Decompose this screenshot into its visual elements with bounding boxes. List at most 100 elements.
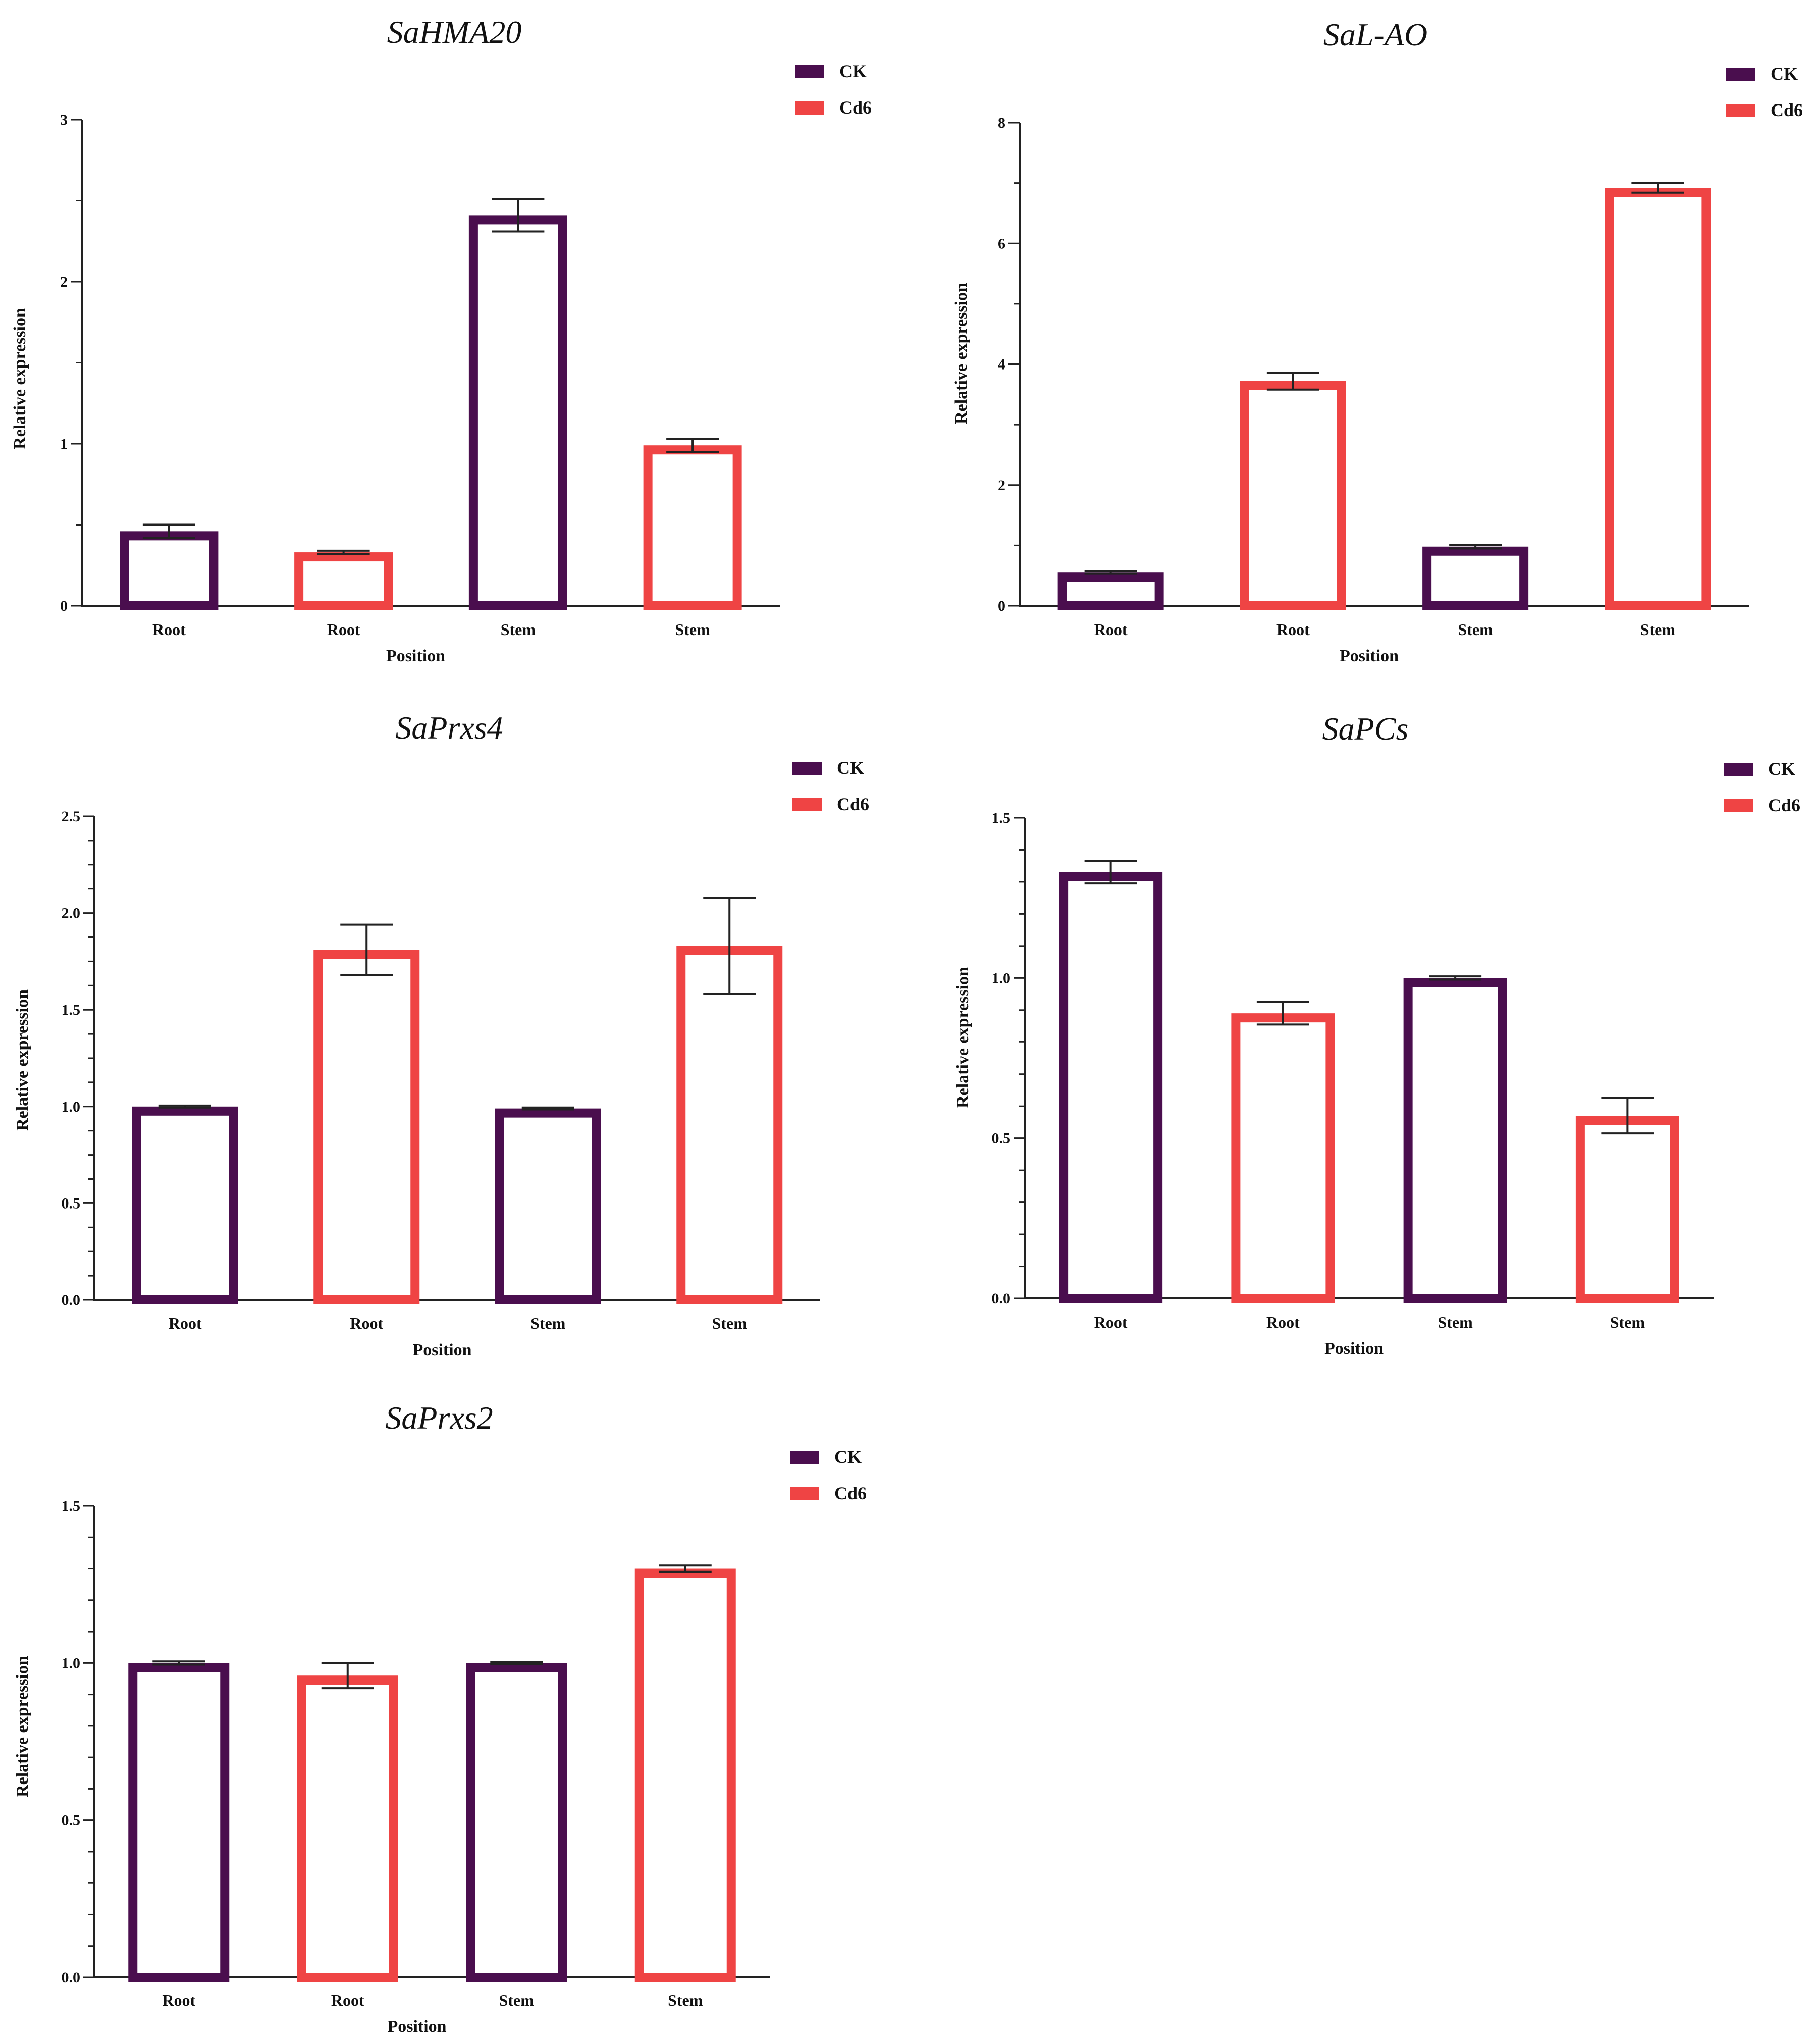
error-bar	[321, 1662, 374, 1690]
legend-swatch-cd6	[790, 1487, 819, 1500]
chart-panel-5: SaPrxs2 0.0 0.5 1.0 1.5 Relative expression Ro…	[13, 1400, 867, 2036]
y-tick-label: 1	[60, 436, 68, 452]
legend-label-cd6: Cd6	[834, 1483, 867, 1503]
y-tick-label: 1.0	[62, 1655, 81, 1671]
bar-ck-root	[132, 1106, 238, 1305]
y-tick-label: 1.0	[62, 1098, 81, 1115]
y-tick-label: 2	[998, 477, 1005, 494]
y-axis-title: Relative expression	[952, 283, 971, 424]
legend-swatch-ck	[792, 762, 822, 775]
chart-title: SaPCs	[1322, 711, 1409, 747]
y-tick-label: 8	[998, 115, 1005, 131]
x-category-label: Stem	[1458, 620, 1493, 639]
legend: CK Cd6	[1726, 64, 1803, 120]
y-tick-label: 0.5	[62, 1812, 81, 1829]
chart-panel-3: SaPrxs4 0.0 0.5 1.0 1.5 2.0 2.5 Relative expres…	[13, 710, 869, 1359]
y-axis-title: Relative expression	[953, 967, 972, 1108]
error-bar	[317, 549, 370, 555]
error-bar	[666, 438, 719, 453]
bar-ck-stem	[468, 215, 567, 610]
legend-swatch-ck	[795, 65, 824, 78]
legend-label-cd6: Cd6	[839, 97, 872, 118]
bar-ck-root	[1059, 872, 1163, 1303]
error-bar	[521, 1106, 574, 1111]
x-category-label: Stem	[675, 620, 710, 639]
x-category-label: Root	[350, 1314, 383, 1332]
x-axis-title: Position	[386, 647, 445, 665]
x-axis-title: Position	[1340, 647, 1399, 665]
error-bar	[659, 1564, 712, 1573]
legend-label-cd6: Cd6	[1768, 795, 1800, 815]
error-bar	[492, 198, 545, 233]
y-tick-label: 0	[60, 598, 68, 614]
bar-ck-root	[128, 1663, 230, 1982]
error-bar	[1429, 975, 1482, 981]
y-axis-title: Relative expression	[13, 1656, 32, 1797]
error-bar	[340, 923, 393, 976]
x-category-label: Root	[169, 1314, 202, 1332]
legend: CK Cd6	[792, 758, 869, 814]
x-category-label: Root	[331, 1991, 364, 2009]
legend-swatch-cd6	[1724, 799, 1753, 812]
legend-swatch-ck	[1724, 763, 1753, 776]
error-bar	[1256, 1001, 1309, 1026]
bar-cd6-stem	[1605, 188, 1711, 610]
error-bar	[490, 1661, 543, 1665]
legend-label-ck: CK	[1771, 64, 1798, 84]
error-bar	[703, 896, 756, 995]
legend-label-ck: CK	[837, 758, 864, 778]
bar-ck-stem	[1403, 978, 1507, 1303]
legend-swatch-ck	[1726, 68, 1755, 81]
y-tick-label: 0.5	[62, 1195, 81, 1212]
y-tick-label: 0.0	[62, 1969, 81, 1986]
chart-title: SaL-AO	[1323, 17, 1427, 53]
x-category-label: Root	[327, 620, 360, 639]
error-bar	[1631, 182, 1684, 194]
x-category-label: Stem	[1610, 1313, 1645, 1331]
bar-ck-root	[1057, 572, 1164, 611]
y-tick-label: 0.0	[62, 1292, 81, 1308]
error-bar	[1084, 860, 1137, 885]
x-category-label: Root	[152, 620, 186, 639]
y-tick-label: 6	[998, 235, 1005, 252]
error-bar	[1266, 372, 1319, 391]
y-tick-label: 1.5	[992, 810, 1011, 826]
bar-cd6-stem	[1575, 1116, 1679, 1303]
bar-cd6-root	[1240, 381, 1346, 610]
legend: CK Cd6	[790, 1447, 867, 1503]
bar-ck-stem	[1422, 546, 1529, 610]
bar-cd6-stem	[634, 1568, 736, 1982]
x-axis-title: Position	[412, 1341, 471, 1359]
bar-cd6-root	[294, 552, 393, 610]
x-category-label: Stem	[501, 620, 536, 639]
x-category-label: Root	[162, 1991, 195, 2009]
x-category-label: Stem	[668, 1991, 703, 2009]
y-tick-label: 3	[60, 112, 68, 128]
x-category-label: Stem	[499, 1991, 535, 2009]
bar-cd6-root	[1231, 1013, 1335, 1303]
bar-ck-stem	[466, 1663, 567, 1982]
y-axis-title: Relative expression	[11, 308, 29, 449]
x-category-label: Stem	[1438, 1313, 1473, 1331]
bar-ck-root	[120, 531, 219, 610]
legend-label-ck: CK	[839, 61, 867, 81]
chart-panel-4: SaPCs 0.0 0.5 1.0 1.5 Relative expression Root…	[953, 711, 1800, 1358]
x-category-label: Stem	[1640, 620, 1676, 639]
y-tick-label: 1.5	[62, 1498, 81, 1514]
x-category-label: Root	[1094, 620, 1128, 639]
y-tick-label: 0.0	[992, 1290, 1011, 1307]
x-category-label: Stem	[712, 1314, 748, 1332]
legend-label-cd6: Cd6	[837, 794, 869, 814]
x-axis-title: Position	[387, 2017, 446, 2036]
y-tick-label: 1.0	[992, 970, 1011, 986]
bar-ck-stem	[495, 1108, 601, 1305]
x-category-label: Stem	[530, 1314, 566, 1332]
legend-swatch-ck	[790, 1451, 819, 1464]
x-axis-title: Position	[1324, 1339, 1384, 1358]
legend-label-cd6: Cd6	[1771, 100, 1803, 120]
x-category-label: Root	[1094, 1313, 1128, 1331]
x-category-label: Root	[1266, 1313, 1300, 1331]
error-bar	[1084, 570, 1137, 575]
bar-cd6-stem	[643, 445, 742, 611]
y-tick-label: 0.5	[992, 1130, 1011, 1147]
